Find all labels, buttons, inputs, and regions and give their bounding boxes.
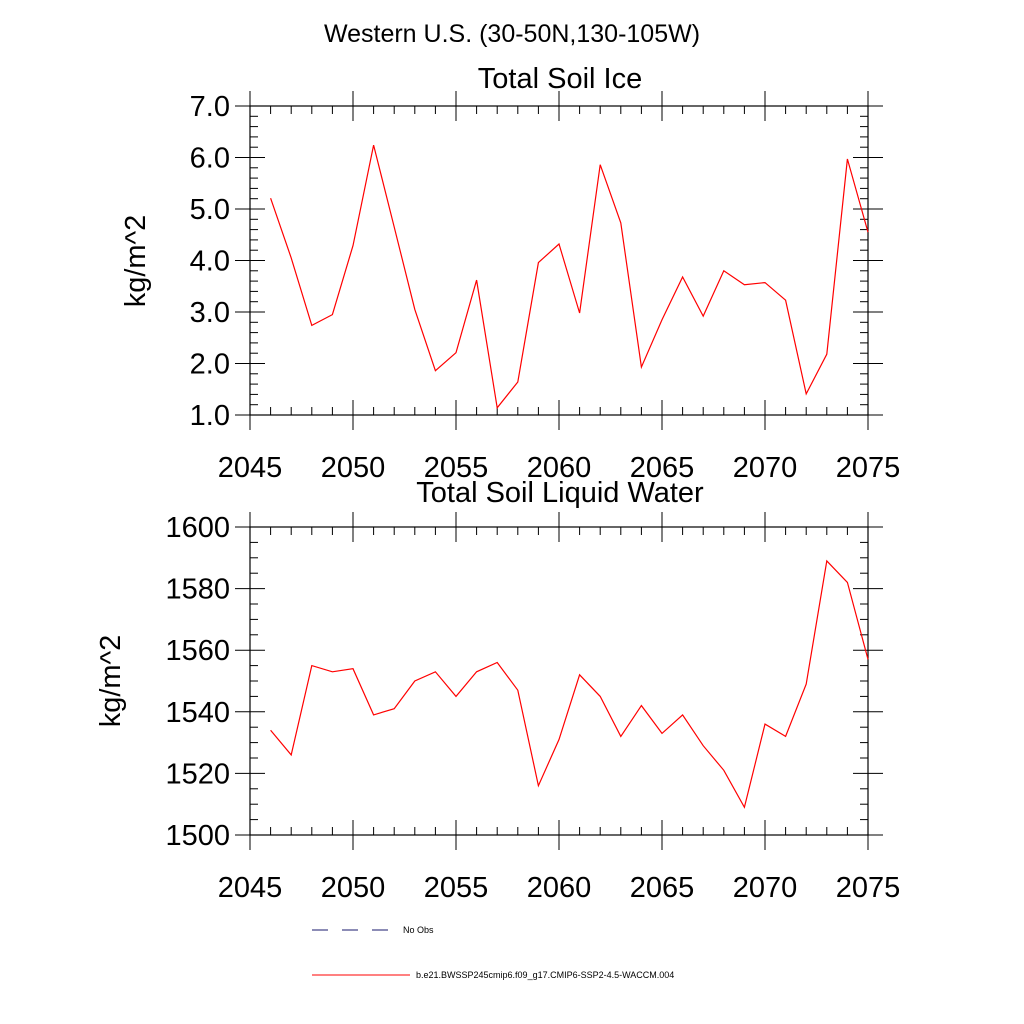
x-tick-label: 2050 — [321, 872, 386, 904]
x-tick-label: 2050 — [321, 452, 386, 484]
x-tick-label: 2075 — [836, 872, 901, 904]
legend-label-no-obs: No Obs — [403, 925, 434, 935]
plot-frame — [249, 526, 869, 836]
x-tick-label: 2065 — [630, 872, 695, 904]
panel-total-soil-ice: Total Soil Ice kg/m^2 2045 2050 2055 2060 20… — [120, 63, 900, 484]
y-tick-label: 1560 — [165, 635, 230, 667]
panel-total-soil-liquid-water: Total Soil Liquid Water kg/m^2 2045 2050 2… — [95, 477, 900, 904]
x-tick-label: 2070 — [733, 872, 798, 904]
legend: No Obs b.e21.BWSSP245cmip6.f09_g17.CMIP6… — [312, 925, 674, 980]
x-tick-label: 2065 — [630, 452, 695, 484]
x-tick-label: 2045 — [218, 872, 283, 904]
plot-frame — [249, 105, 869, 416]
panel-title: Total Soil Liquid Water — [416, 477, 704, 509]
series-group — [270, 559, 869, 809]
series-line — [270, 559, 869, 809]
y-tick-label: 7.0 — [190, 91, 230, 123]
y-tick-label: 1520 — [165, 758, 230, 790]
x-tick-label: 2060 — [527, 452, 592, 484]
x-tick-label: 2055 — [424, 872, 489, 904]
y-tick-label: 2.0 — [190, 349, 230, 381]
series-group — [270, 144, 869, 410]
tick-group: 2045 2050 2055 2060 2065 2070 2075 1500 1520 1540… — [165, 512, 900, 904]
y-tick-label: 4.0 — [190, 246, 230, 278]
y-tick-label: 6.0 — [190, 143, 230, 175]
y-tick-label: 1600 — [165, 512, 230, 544]
x-tick-label: 2075 — [836, 452, 901, 484]
x-tick-label: 2045 — [218, 452, 283, 484]
panel-title: Total Soil Ice — [478, 63, 642, 95]
y-tick-label: 1580 — [165, 574, 230, 606]
y-axis-label: kg/m^2 — [95, 635, 127, 728]
y-tick-label: 1500 — [165, 820, 230, 852]
series-line — [270, 144, 869, 410]
y-tick-label: 1.0 — [190, 400, 230, 432]
y-tick-label: 5.0 — [190, 194, 230, 226]
legend-label-model: b.e21.BWSSP245cmip6.f09_g17.CMIP6-SSP2-4… — [416, 970, 674, 980]
tick-group: 2045 2050 2055 2060 2065 2070 2075 1.0 2.0 3.0 4.0… — [190, 91, 901, 484]
y-axis-label: kg/m^2 — [120, 215, 152, 308]
figure-title: Western U.S. (30-50N,130-105W) — [324, 20, 700, 48]
y-tick-label: 1540 — [165, 697, 230, 729]
y-tick-label: 3.0 — [190, 297, 230, 329]
x-tick-label: 2070 — [733, 452, 798, 484]
x-tick-label: 2060 — [527, 872, 592, 904]
x-tick-label: 2055 — [424, 452, 489, 484]
